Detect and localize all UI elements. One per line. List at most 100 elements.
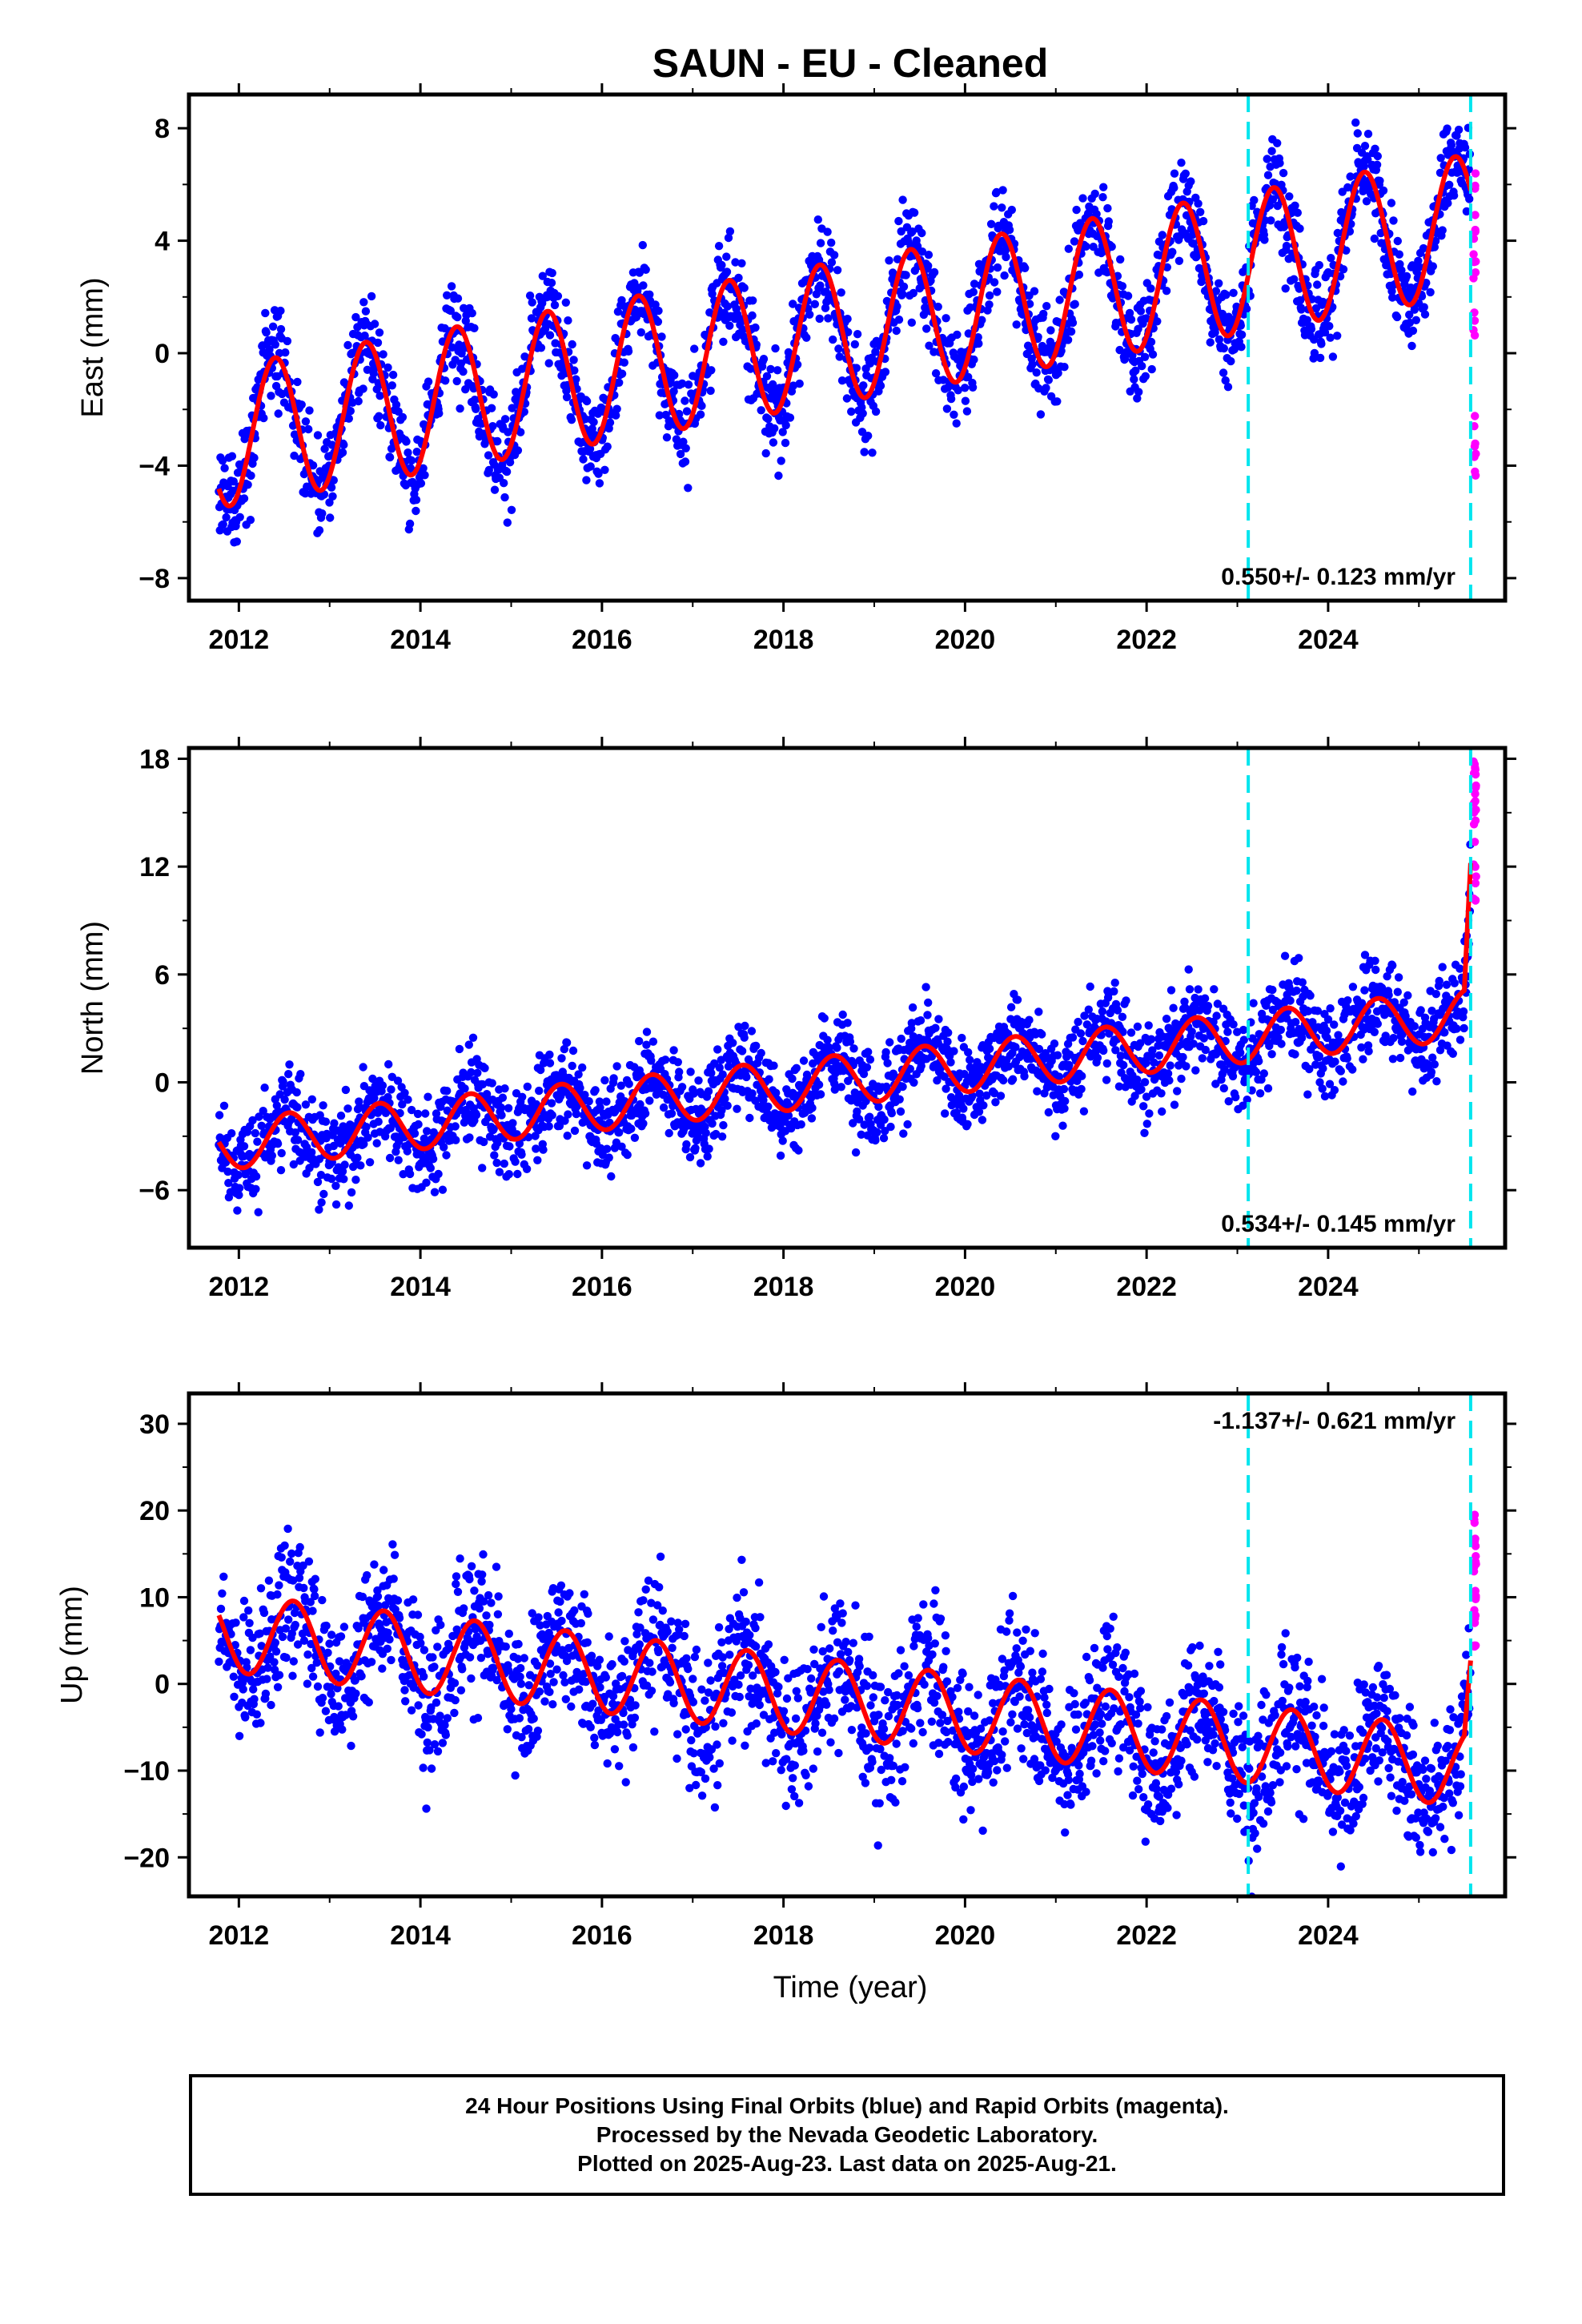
data-point (233, 1206, 242, 1215)
plot-area (215, 94, 1480, 601)
data-point (222, 513, 231, 522)
data-point (747, 1027, 757, 1035)
data-point (1279, 168, 1288, 178)
data-point (661, 1055, 670, 1064)
velocity-rate-label: 0.550+/- 0.123 mm/yr (1221, 564, 1456, 590)
data-point (1307, 324, 1316, 334)
data-point (1389, 1034, 1398, 1043)
data-point (511, 1157, 520, 1166)
plot-area (215, 1393, 1480, 1896)
data-point (327, 1174, 336, 1184)
data-point (761, 448, 770, 458)
data-point (657, 332, 666, 341)
data-point (276, 324, 286, 334)
data-point (895, 1095, 904, 1104)
data-point (1000, 271, 1009, 280)
data-point (757, 406, 765, 415)
data-point (1078, 194, 1087, 203)
data-point (1125, 308, 1134, 318)
y-tick-label: 4 (155, 227, 170, 257)
data-point (1297, 1033, 1307, 1043)
data-point (327, 483, 336, 492)
data-point (998, 186, 1007, 195)
data-point (624, 1080, 633, 1088)
data-point (807, 1114, 817, 1123)
data-point (719, 337, 728, 346)
data-point (239, 1596, 249, 1606)
data-point (525, 292, 535, 300)
data-point (1280, 221, 1290, 230)
data-point (359, 384, 367, 393)
data-point (705, 1144, 713, 1153)
data-point (488, 422, 497, 431)
data-point (620, 358, 628, 367)
data-point (672, 435, 681, 444)
data-point (1098, 193, 1107, 202)
data-point (849, 1119, 857, 1128)
data-point (460, 1084, 469, 1093)
data-point (961, 384, 970, 392)
data-point (792, 1063, 801, 1073)
data-point (1420, 310, 1430, 319)
data-point (714, 242, 724, 251)
data-point (1147, 364, 1156, 374)
data-point (864, 432, 873, 440)
data-point (347, 1741, 355, 1751)
data-point (313, 431, 323, 440)
data-point (1013, 995, 1022, 1004)
data-point (465, 1133, 474, 1142)
data-point (1295, 954, 1303, 963)
data-point (675, 1068, 684, 1076)
data-point (827, 258, 837, 267)
data-point (1317, 340, 1326, 348)
data-point (281, 348, 290, 357)
data-point (640, 1109, 650, 1118)
data-point (412, 448, 421, 456)
data-point (873, 1128, 881, 1137)
data-point (1227, 356, 1235, 366)
data-point (734, 1023, 743, 1031)
data-point (717, 260, 726, 270)
data-point (1034, 1007, 1043, 1016)
data-point (752, 1041, 761, 1051)
data-point (467, 1068, 476, 1077)
data-point (1427, 1068, 1436, 1076)
data-point (992, 187, 1001, 197)
plot-frame (187, 92, 1508, 603)
data-point (528, 298, 536, 307)
data-point (299, 1583, 308, 1593)
data-point (1184, 965, 1193, 974)
data-point (814, 1080, 824, 1089)
data-point (536, 1065, 545, 1075)
data-point (351, 1689, 360, 1698)
data-point (591, 1086, 600, 1095)
data-point (887, 1108, 897, 1118)
data-point (1318, 1084, 1327, 1093)
data-point (686, 1068, 695, 1076)
data-point (452, 376, 461, 386)
data-point (1210, 985, 1219, 994)
data-point (384, 1059, 393, 1069)
data-point (1435, 168, 1445, 177)
data-point (1054, 368, 1062, 378)
data-point (1405, 310, 1414, 320)
data-point (1419, 243, 1428, 253)
data-point (1074, 270, 1084, 279)
data-point (351, 312, 360, 322)
data-point (424, 1092, 432, 1101)
data-point (218, 456, 227, 465)
data-point (1432, 1077, 1441, 1086)
data-point (777, 456, 785, 465)
data-point (1343, 996, 1352, 1005)
data-point (701, 1128, 710, 1138)
data-point (1408, 326, 1418, 336)
data-point (1130, 375, 1138, 384)
data-point (264, 1576, 274, 1585)
data-point (459, 367, 468, 376)
data-point (1291, 1018, 1300, 1027)
x-tick-label: 2020 (935, 1272, 996, 1302)
data-point (627, 1124, 636, 1133)
data-point (407, 1105, 416, 1115)
data-point (515, 1139, 524, 1148)
data-point (367, 292, 376, 301)
